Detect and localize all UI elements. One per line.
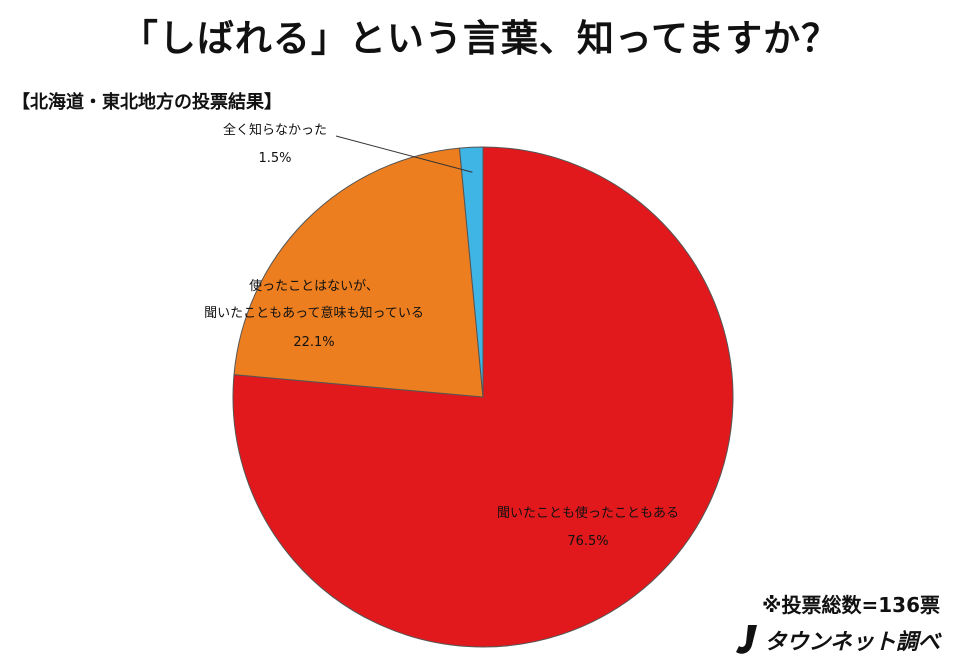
credit-text: タウンネット調べ: [764, 630, 940, 655]
page-title: 「しばれる」という言葉、知ってますか？: [120, 17, 840, 60]
slice-value-1: 76.5%: [567, 534, 608, 549]
slice-value-3: 1.5%: [258, 151, 291, 166]
slice-label-1: 聞いたことも使ったこともある: [497, 505, 679, 521]
slice-label-2-line-1: 使ったことはないが、: [249, 278, 379, 294]
source-credit: タウンネット調べ: [732, 623, 940, 657]
pie-slice-2: [233, 147, 484, 398]
slice-value-2: 22.1%: [293, 335, 334, 350]
chart-subtitle: 【北海道・東北地方の投票結果】: [12, 92, 282, 113]
slice-3-leader-line: [335, 135, 473, 173]
pie-slice-3: [458, 146, 484, 398]
j-logo-icon: [736, 625, 758, 654]
slice-label-2-line-2: 聞いたこともあって意味も知っている: [204, 305, 424, 321]
total-votes-note: ※投票総数=136票: [762, 593, 940, 617]
slice-label-3: 全く知らなかった: [223, 122, 327, 138]
